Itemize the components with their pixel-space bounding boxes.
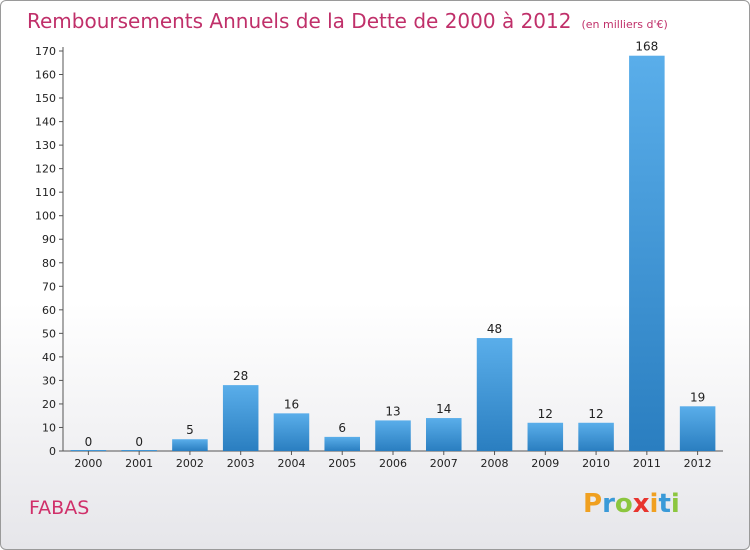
data-label: 48 <box>487 322 502 336</box>
data-label: 5 <box>186 423 194 437</box>
commune-name: FABAS <box>29 497 90 519</box>
data-label: 14 <box>436 402 451 416</box>
data-label: 0 <box>135 435 143 449</box>
y-tick-label: 30 <box>42 374 56 387</box>
bar <box>222 385 259 451</box>
y-tick-label: 20 <box>42 398 56 411</box>
x-tick-label: 2001 <box>125 457 153 470</box>
bar <box>476 338 513 451</box>
logo-letter: o <box>614 489 633 519</box>
data-label: 12 <box>538 407 553 421</box>
x-tick-label: 2005 <box>328 457 356 470</box>
logo-letter: i <box>649 489 659 519</box>
y-tick-label: 130 <box>35 139 56 152</box>
x-tick-label: 2003 <box>227 457 255 470</box>
chart-title-main: Remboursements Annuels de la Dette de 20… <box>27 9 572 33</box>
y-tick-label: 110 <box>35 186 56 199</box>
y-tick-label: 150 <box>35 92 56 105</box>
x-tick-label: 2007 <box>430 457 458 470</box>
logo-letter: P <box>583 489 603 519</box>
chart-title: Remboursements Annuels de la Dette de 20… <box>27 9 668 33</box>
y-tick-label: 60 <box>42 304 56 317</box>
data-label: 6 <box>338 421 346 435</box>
y-tick-label: 80 <box>42 257 56 270</box>
data-label: 28 <box>233 369 248 383</box>
data-label: 19 <box>690 390 705 404</box>
bar <box>679 406 716 451</box>
proxiti-logo: Proxiti <box>583 489 680 519</box>
y-tick-label: 70 <box>42 280 56 293</box>
y-tick-label: 50 <box>42 327 56 340</box>
y-tick-label: 120 <box>35 163 56 176</box>
logo-letter: i <box>670 489 680 519</box>
bar <box>324 436 360 451</box>
y-tick-label: 160 <box>35 69 56 82</box>
logo-letter: r <box>602 489 615 519</box>
y-tick-label: 10 <box>42 421 56 434</box>
data-label: 168 <box>635 40 658 54</box>
x-tick-label: 2006 <box>379 457 407 470</box>
logo-letter: x <box>632 489 650 519</box>
y-tick-label: 90 <box>42 233 56 246</box>
data-label: 12 <box>588 407 603 421</box>
y-tick-label: 40 <box>42 351 56 364</box>
x-tick-label: 2008 <box>481 457 509 470</box>
data-label: 0 <box>85 435 93 449</box>
bar <box>273 413 310 451</box>
x-tick-label: 2004 <box>277 457 305 470</box>
x-tick-label: 2009 <box>531 457 559 470</box>
bar <box>172 439 208 451</box>
bar <box>426 418 462 451</box>
data-label: 13 <box>385 404 400 418</box>
bar <box>629 55 665 452</box>
x-tick-label: 2002 <box>176 457 204 470</box>
y-tick-label: 140 <box>35 116 56 129</box>
chart-title-unit: (en milliers d'€) <box>581 18 668 31</box>
bar <box>121 450 157 451</box>
y-tick-label: 0 <box>49 445 56 458</box>
bar <box>578 422 614 451</box>
bar <box>527 422 564 451</box>
x-tick-label: 2000 <box>74 457 102 470</box>
data-label: 16 <box>284 397 299 411</box>
x-tick-label: 2012 <box>684 457 712 470</box>
bar <box>375 420 411 451</box>
bar <box>70 450 107 451</box>
y-tick-label: 100 <box>35 210 56 223</box>
logo-letter: t <box>658 489 671 519</box>
x-tick-label: 2010 <box>582 457 610 470</box>
y-tick-label: 170 <box>35 45 56 58</box>
x-tick-label: 2011 <box>633 457 661 470</box>
